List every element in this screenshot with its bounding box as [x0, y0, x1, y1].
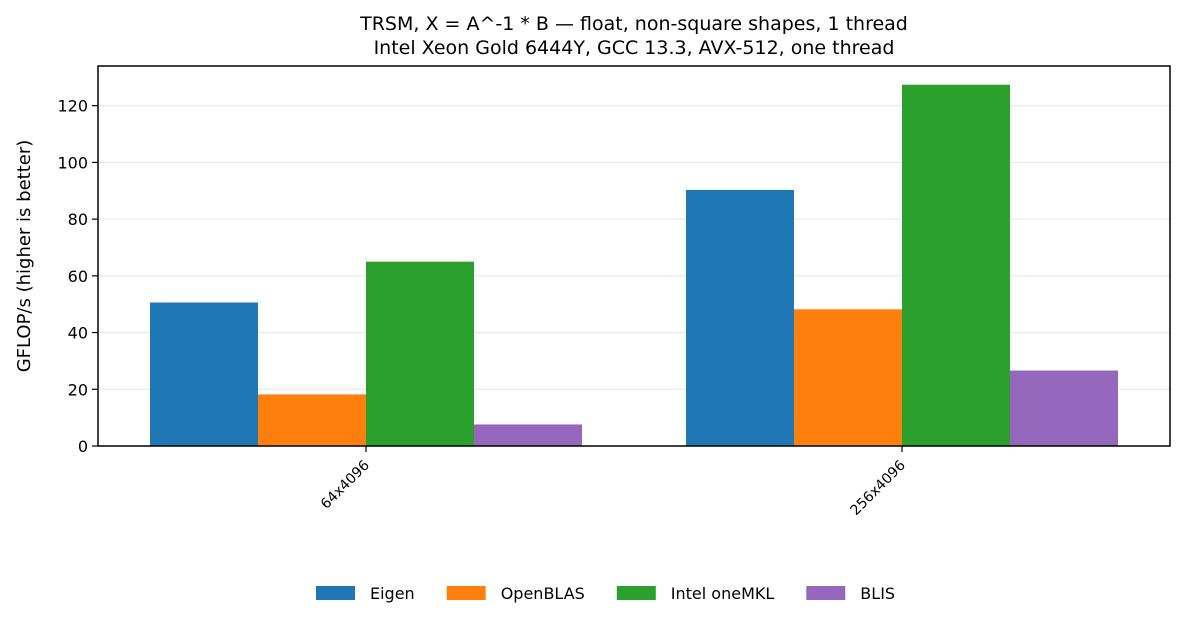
bar-intel-onemkl-256x4096 [902, 84, 1010, 446]
bars [150, 84, 1118, 447]
y-tick-label: 80 [68, 210, 88, 229]
legend-item-openblas: OpenBLAS [446, 584, 585, 603]
plot-frame [97, 65, 1171, 447]
y-tick-label: 0 [78, 437, 88, 456]
y-tick-label: 20 [68, 380, 88, 399]
legend-item-eigen: Eigen [316, 584, 415, 603]
bar-intel-onemkl-64x4096 [366, 261, 474, 446]
bar-eigen-256x4096 [686, 189, 794, 447]
y-tick-label: 40 [68, 324, 88, 343]
y-axis-ticks: 0 20 40 60 80 100 120 [57, 97, 98, 456]
bar-openblas-64x4096 [258, 394, 366, 446]
x-tick-label: 64x4096 [318, 457, 373, 512]
chart-subtitle: Intel Xeon Gold 6444Y, GCC 13.3, AVX-512… [374, 37, 895, 59]
y-tick-label: 120 [57, 97, 88, 116]
legend-item-blis: BLIS [806, 584, 895, 603]
legend-label: OpenBLAS [501, 584, 585, 603]
legend-swatch [446, 586, 486, 600]
legend-swatch [616, 586, 656, 600]
legend-swatch [316, 586, 355, 600]
legend-item-intel-onemkl: Intel oneMKL [616, 584, 775, 603]
y-tick-label: 100 [57, 153, 88, 172]
x-axis-ticks: 64x4096 256x4096 [318, 446, 909, 519]
bar-blis-256x4096 [1010, 370, 1118, 446]
bar-blis-64x4096 [474, 424, 582, 446]
legend-swatch [806, 586, 846, 600]
x-tick-label: 256x4096 [848, 457, 909, 518]
bar-eigen-64x4096 [150, 302, 258, 446]
legend-label: Eigen [370, 584, 415, 603]
legend: Eigen OpenBLAS Intel oneMKL BLIS [316, 584, 895, 603]
legend-label: Intel oneMKL [671, 584, 775, 603]
legend-label: BLIS [860, 584, 895, 603]
y-axis-label: GFLOP/s (higher is better) [14, 140, 35, 373]
y-tick-label: 60 [68, 267, 88, 286]
chart-title: TRSM, X = A^-1 * B — float, non-square s… [359, 13, 908, 35]
bar-openblas-256x4096 [794, 309, 902, 446]
